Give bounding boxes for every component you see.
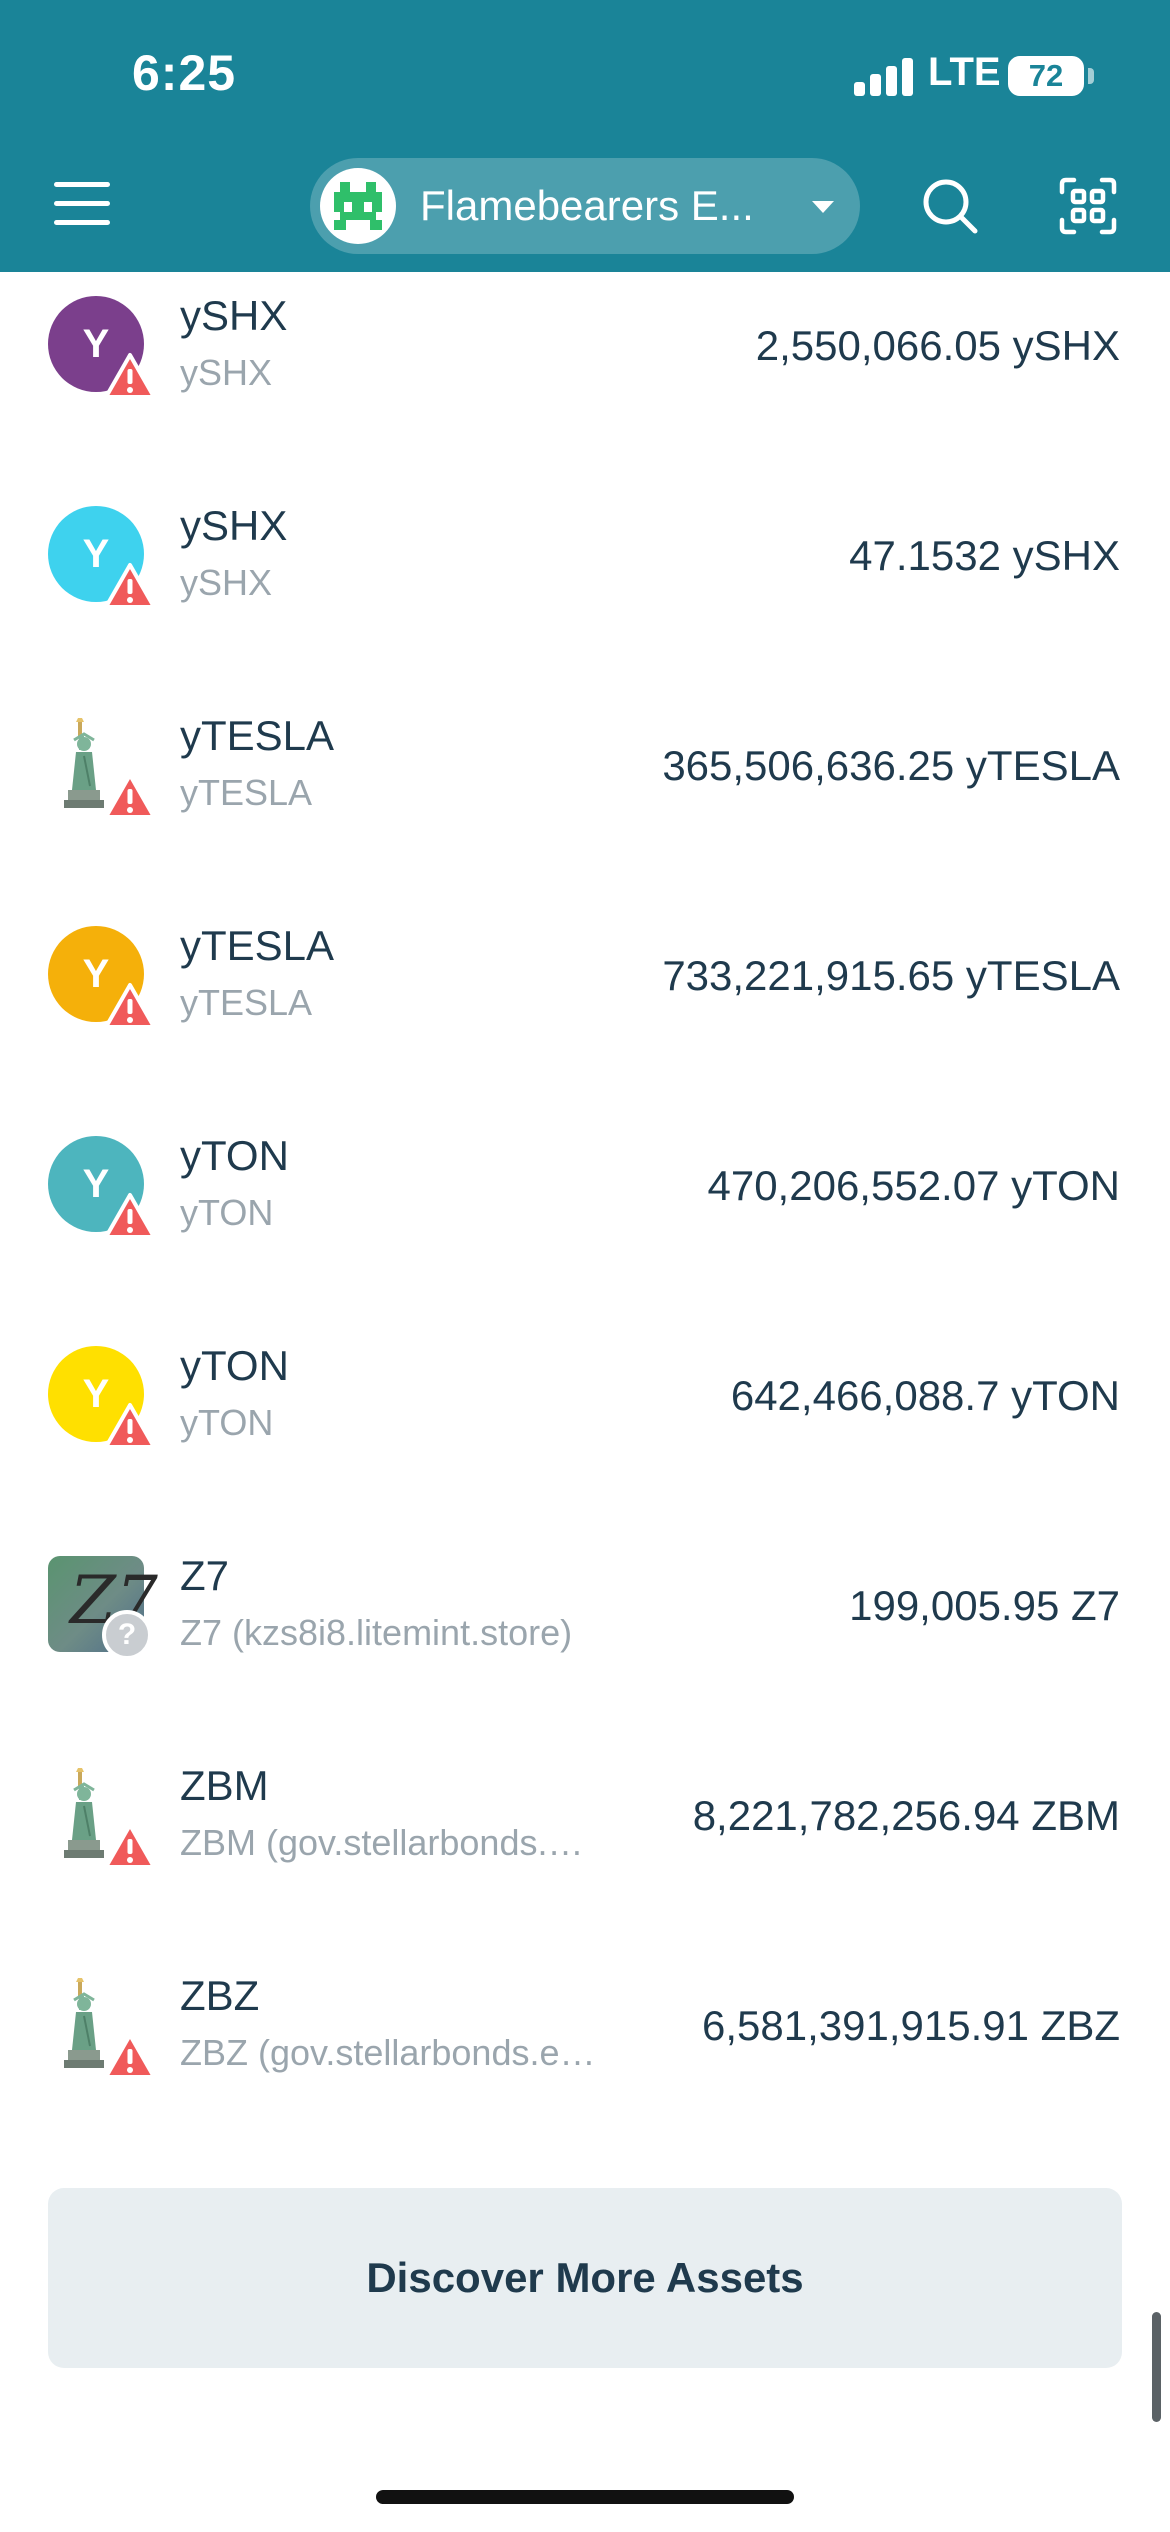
asset-icon: Y bbox=[48, 1346, 156, 1449]
asset-code: yTESLA bbox=[180, 712, 335, 759]
battery-level: 72 bbox=[1028, 58, 1064, 93]
warning-icon bbox=[104, 353, 156, 399]
asset-icon: Y bbox=[48, 506, 156, 609]
asset-icon: Y bbox=[48, 1136, 156, 1239]
asset-icon: Y bbox=[48, 926, 156, 1029]
asset-icon: Y bbox=[48, 296, 156, 399]
asset-code: ZBZ bbox=[180, 1972, 260, 2019]
asset-code: yTON bbox=[180, 1342, 289, 1389]
battery-icon: 72 bbox=[1008, 56, 1084, 96]
account-selector[interactable]: Flamebearers E... bbox=[310, 158, 860, 254]
statue-of-liberty-icon bbox=[64, 718, 104, 808]
warning-icon bbox=[104, 773, 156, 819]
asset-code: Z7 bbox=[180, 1552, 230, 1599]
battery-cap bbox=[1088, 68, 1094, 84]
hamburger-menu-icon bbox=[54, 182, 110, 187]
asset-row[interactable]: ZBZ ZBZ (gov.stellarbonds.e… 6,581,391,9… bbox=[0, 1952, 1170, 2162]
asset-balance: 47.1532 ySHX bbox=[849, 532, 1120, 579]
asset-balance: 470,206,552.07 yTON bbox=[707, 1162, 1120, 1209]
scrollbar[interactable] bbox=[1152, 2312, 1161, 2422]
chevron-down-icon bbox=[812, 201, 834, 213]
statue-of-liberty-icon bbox=[64, 1978, 104, 2068]
statue-of-liberty-icon bbox=[64, 1768, 104, 1858]
asset-balance: 733,221,915.65 yTESLA bbox=[662, 952, 1120, 999]
asset-issuer: yTESLA bbox=[180, 982, 313, 1023]
asset-code: ZBM bbox=[180, 1762, 269, 1809]
asset-balance: 199,005.95 Z7 bbox=[849, 1582, 1120, 1629]
warning-icon bbox=[104, 983, 156, 1029]
asset-code: yTON bbox=[180, 1132, 289, 1179]
asset-balance: 2,550,066.05 ySHX bbox=[755, 322, 1120, 369]
warning-icon bbox=[104, 563, 156, 609]
asset-issuer: yTON bbox=[180, 1402, 274, 1443]
asset-row[interactable]: Y yTON yTON 642,466,088.7 yTON bbox=[0, 1322, 1170, 1532]
home-indicator[interactable] bbox=[376, 2490, 794, 2504]
asset-balance: 642,466,088.7 yTON bbox=[730, 1372, 1120, 1419]
app-header: 6:25 LTE 72 bbox=[0, 0, 1170, 272]
asset-code: yTESLA bbox=[180, 922, 335, 969]
asset-issuer: yTON bbox=[180, 1192, 274, 1233]
cellular-signal-icon bbox=[854, 58, 914, 96]
question-icon: ? bbox=[102, 1610, 152, 1660]
search-button[interactable] bbox=[920, 176, 980, 236]
scan-button[interactable] bbox=[1058, 176, 1118, 236]
asset-issuer: ySHX bbox=[180, 352, 273, 393]
asset-icon bbox=[48, 716, 156, 819]
asset-issuer: ZBM (gov.stellarbonds.… bbox=[180, 1822, 584, 1863]
asset-code: ySHX bbox=[180, 292, 288, 339]
asset-issuer: ySHX bbox=[180, 562, 273, 603]
asset-letter-icon: Y bbox=[48, 1136, 144, 1232]
asset-issuer: ZBZ (gov.stellarbonds.e… bbox=[180, 2032, 596, 2073]
asset-issuer: Z7 (kzs8i8.litemint.store) bbox=[180, 1612, 573, 1653]
account-avatar bbox=[320, 168, 396, 244]
pixel-avatar-icon bbox=[334, 182, 382, 230]
warning-icon bbox=[104, 1403, 156, 1449]
account-name: Flamebearers E... bbox=[420, 182, 754, 229]
asset-row[interactable]: Y yTON yTON 470,206,552.07 yTON bbox=[0, 1112, 1170, 1322]
asset-row[interactable]: Z7 ? Z7 Z7 (kzs8i8.litemint.store) 199,0… bbox=[0, 1532, 1170, 1742]
status-time: 6:25 bbox=[132, 45, 237, 101]
asset-row[interactable]: Y ySHX ySHX 47.1532 ySHX bbox=[0, 482, 1170, 692]
asset-issuer: yTESLA bbox=[180, 772, 313, 813]
warning-icon bbox=[104, 1823, 156, 1869]
asset-balance: 6,581,391,915.91 ZBZ bbox=[702, 2002, 1120, 2049]
asset-row[interactable]: Y yTESLA yTESLA 733,221,915.65 yTESLA bbox=[0, 902, 1170, 1112]
menu-button[interactable] bbox=[54, 178, 114, 230]
network-type: LTE bbox=[928, 50, 1001, 94]
asset-icon bbox=[48, 1976, 156, 2079]
asset-row[interactable]: Y ySHX ySHX 2,550,066.05 ySHX bbox=[0, 272, 1170, 482]
asset-code: ySHX bbox=[180, 502, 288, 549]
asset-icon bbox=[48, 1766, 156, 1869]
warning-icon bbox=[104, 2033, 156, 2079]
search-icon bbox=[923, 179, 978, 234]
asset-row[interactable]: yTESLA yTESLA 365,506,636.25 yTESLA bbox=[0, 692, 1170, 902]
asset-row[interactable]: ZBM ZBM (gov.stellarbonds.… 8,221,782,25… bbox=[0, 1742, 1170, 1952]
asset-balance: 365,506,636.25 yTESLA bbox=[662, 742, 1120, 789]
discover-more-assets-button[interactable]: Discover More Assets bbox=[48, 2188, 1122, 2368]
asset-balance: 8,221,782,256.94 ZBM bbox=[692, 1792, 1120, 1839]
warning-icon bbox=[104, 1193, 156, 1239]
qr-scan-icon bbox=[1059, 177, 1117, 235]
asset-icon: Z7 ? bbox=[48, 1556, 158, 1660]
